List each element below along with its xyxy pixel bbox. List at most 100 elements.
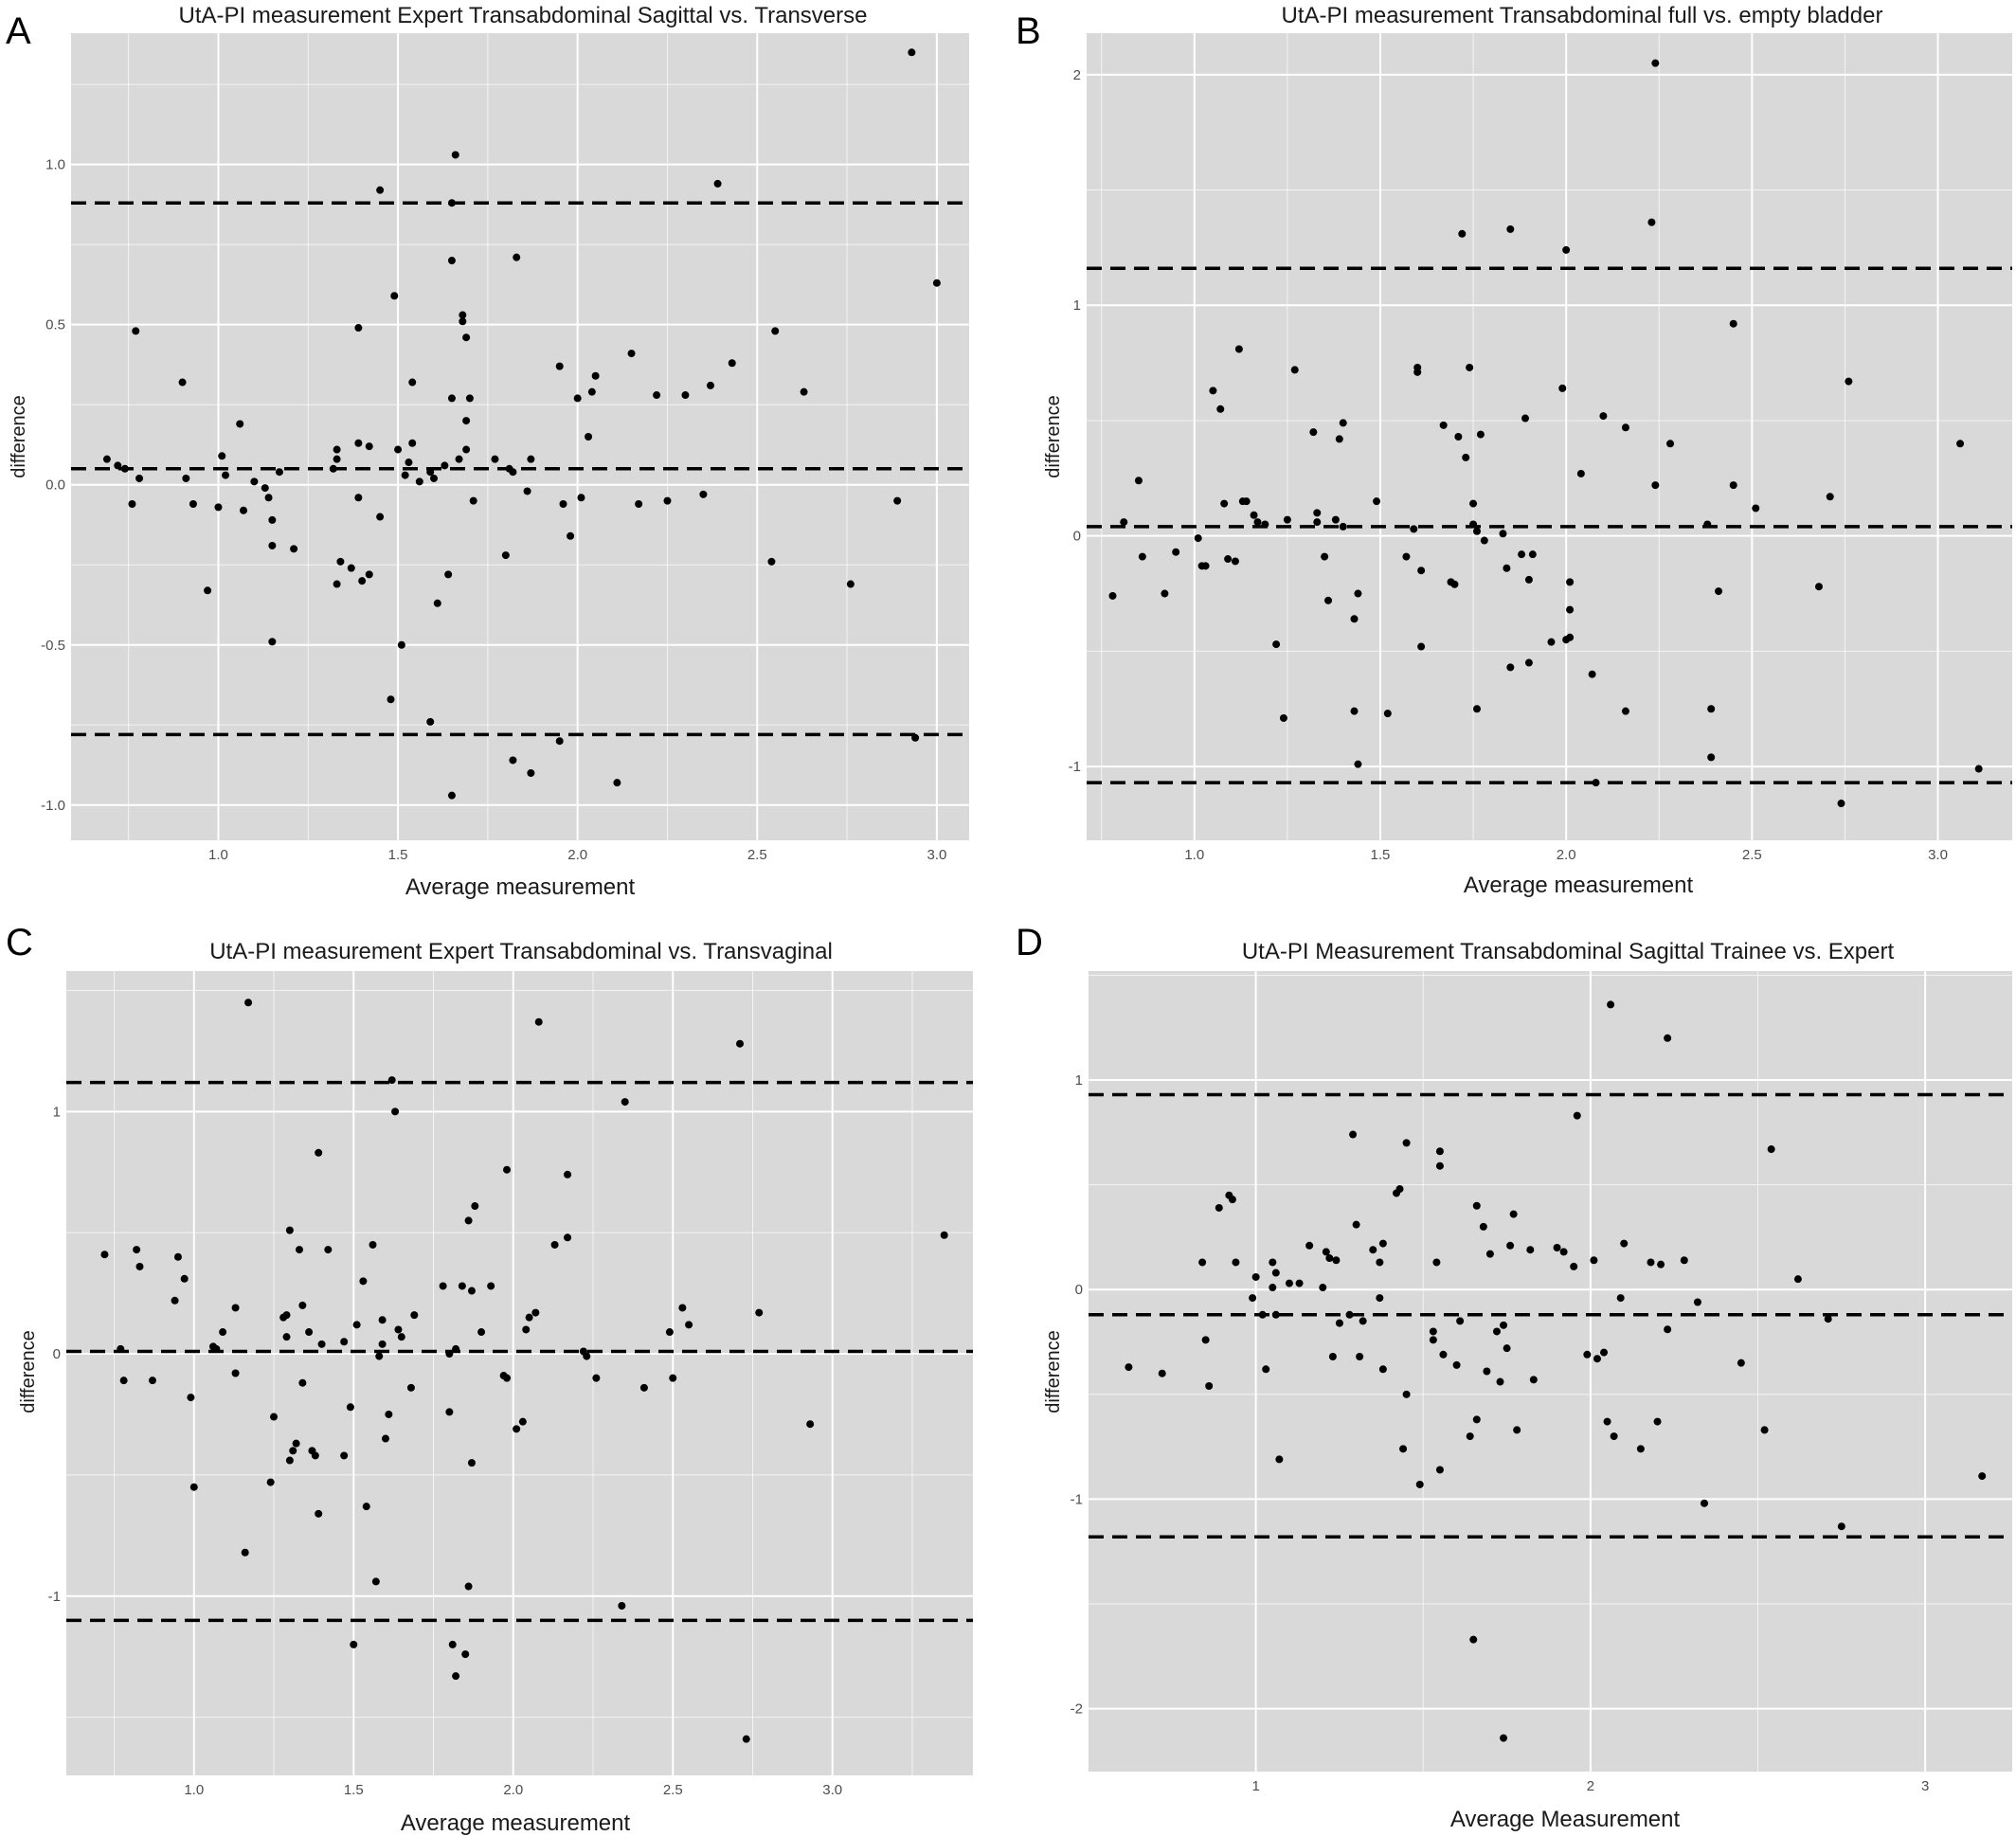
data-point <box>289 1447 297 1455</box>
data-point <box>1352 1220 1360 1229</box>
data-point <box>189 500 197 508</box>
data-point <box>550 1240 559 1249</box>
data-point <box>1331 515 1340 524</box>
data-point <box>1224 555 1233 564</box>
data-point <box>1458 229 1467 238</box>
data-point <box>222 471 230 479</box>
data-point <box>678 1304 687 1312</box>
data-point <box>444 570 453 579</box>
reference-lines <box>71 201 969 737</box>
data-point <box>713 179 722 188</box>
data-point <box>1647 218 1656 226</box>
data-point <box>893 496 902 505</box>
data-point <box>100 1251 109 1259</box>
data-point <box>1232 1258 1240 1267</box>
data-point <box>1472 705 1481 713</box>
data-point <box>135 474 144 482</box>
data-point <box>1439 1350 1448 1359</box>
data-point <box>1469 499 1478 508</box>
data-point <box>577 494 585 502</box>
data-point <box>214 503 223 512</box>
data-point <box>244 999 253 1007</box>
data-point <box>1350 615 1359 623</box>
data-point <box>1275 1455 1284 1464</box>
data-point <box>1472 1201 1481 1210</box>
data-point <box>1279 713 1287 722</box>
x-tick-label: 3.0 <box>927 847 946 863</box>
data-point <box>358 577 367 585</box>
data-point <box>401 471 409 479</box>
data-point <box>940 1231 948 1239</box>
data-point <box>555 362 564 370</box>
data-point <box>559 500 567 508</box>
data-point <box>1231 557 1239 566</box>
data-point <box>1553 1243 1561 1251</box>
plot-area <box>66 971 973 1775</box>
y-tick-label: -2 <box>1071 1701 1083 1718</box>
data-point <box>1500 1734 1508 1742</box>
data-point <box>800 387 808 396</box>
plot-area <box>1087 33 2012 840</box>
data-point <box>1621 423 1629 432</box>
data-point <box>458 1282 466 1290</box>
data-point <box>371 1577 380 1586</box>
data-point <box>452 1344 460 1353</box>
panel-c: C UtA-PI measurement Expert Transabdomin… <box>6 922 973 1836</box>
data-point <box>1250 511 1258 519</box>
data-point <box>477 1328 486 1337</box>
data-point <box>1429 1327 1437 1336</box>
data-point <box>1339 419 1347 427</box>
data-point <box>391 1107 400 1116</box>
data-point <box>324 1246 333 1254</box>
data-point <box>1435 1147 1444 1156</box>
data-point <box>270 1413 279 1421</box>
data-point <box>1328 1353 1337 1361</box>
data-point <box>461 1650 470 1659</box>
data-point <box>527 455 535 463</box>
data-point <box>390 292 399 300</box>
data-point <box>128 500 136 508</box>
data-point <box>315 1148 323 1157</box>
data-point <box>445 1350 454 1359</box>
data-point <box>1837 1522 1845 1531</box>
data-point <box>699 490 708 498</box>
data-point <box>1285 1279 1293 1287</box>
data-point <box>336 557 345 566</box>
data-point <box>467 1459 476 1467</box>
data-point <box>627 350 636 358</box>
data-point <box>1664 1034 1672 1042</box>
data-point <box>1120 518 1128 527</box>
data-point <box>464 1582 473 1591</box>
data-point <box>1703 520 1712 529</box>
data-point <box>1158 1369 1166 1377</box>
data-point <box>1313 509 1322 517</box>
y-tick-label: 1 <box>1075 1072 1083 1089</box>
data-point <box>1837 800 1845 808</box>
x-tick-label: 3.0 <box>1928 847 1948 863</box>
data-point <box>178 378 187 387</box>
data-point <box>1325 1254 1334 1263</box>
data-point <box>1201 1336 1210 1344</box>
data-point <box>1402 1139 1411 1147</box>
data-point <box>1290 366 1299 374</box>
data-point <box>408 439 417 447</box>
data-point <box>462 445 471 454</box>
data-point <box>385 1410 393 1418</box>
data-point <box>525 1313 533 1322</box>
data-point <box>465 394 474 403</box>
data-point <box>1978 1472 1987 1481</box>
data-point <box>1760 1426 1769 1434</box>
data-point <box>1826 493 1834 501</box>
data-point <box>1198 1258 1207 1267</box>
x-tick-label: 2.5 <box>663 1782 683 1798</box>
gridlines <box>71 33 969 840</box>
data-point <box>1125 1363 1133 1372</box>
data-point <box>1600 1348 1609 1357</box>
data-point <box>1354 760 1362 768</box>
data-point <box>397 1333 405 1341</box>
data-point <box>114 461 122 470</box>
data-points <box>1125 1000 1987 1742</box>
data-points <box>100 999 948 1743</box>
data-point <box>685 1321 693 1329</box>
data-point <box>1566 578 1575 586</box>
